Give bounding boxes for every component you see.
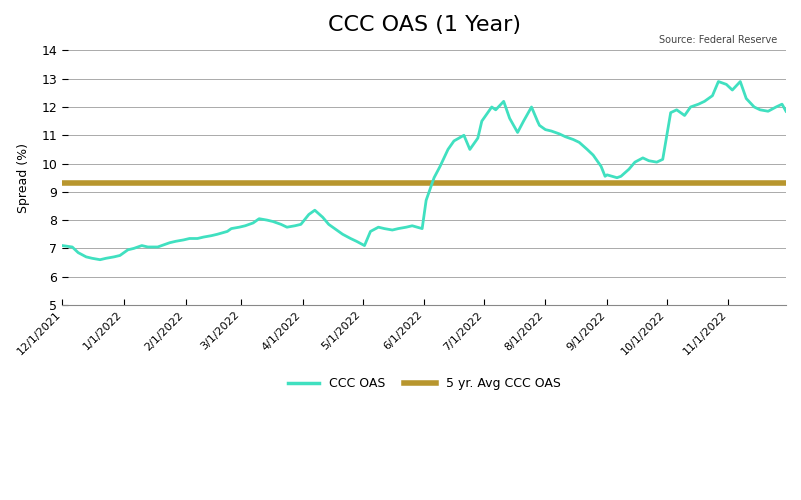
Text: Source: Federal Reserve: Source: Federal Reserve — [658, 35, 777, 45]
Y-axis label: Spread (%): Spread (%) — [18, 142, 30, 212]
Title: CCC OAS (1 Year): CCC OAS (1 Year) — [328, 15, 521, 35]
Legend: CCC OAS, 5 yr. Avg CCC OAS: CCC OAS, 5 yr. Avg CCC OAS — [283, 372, 566, 396]
